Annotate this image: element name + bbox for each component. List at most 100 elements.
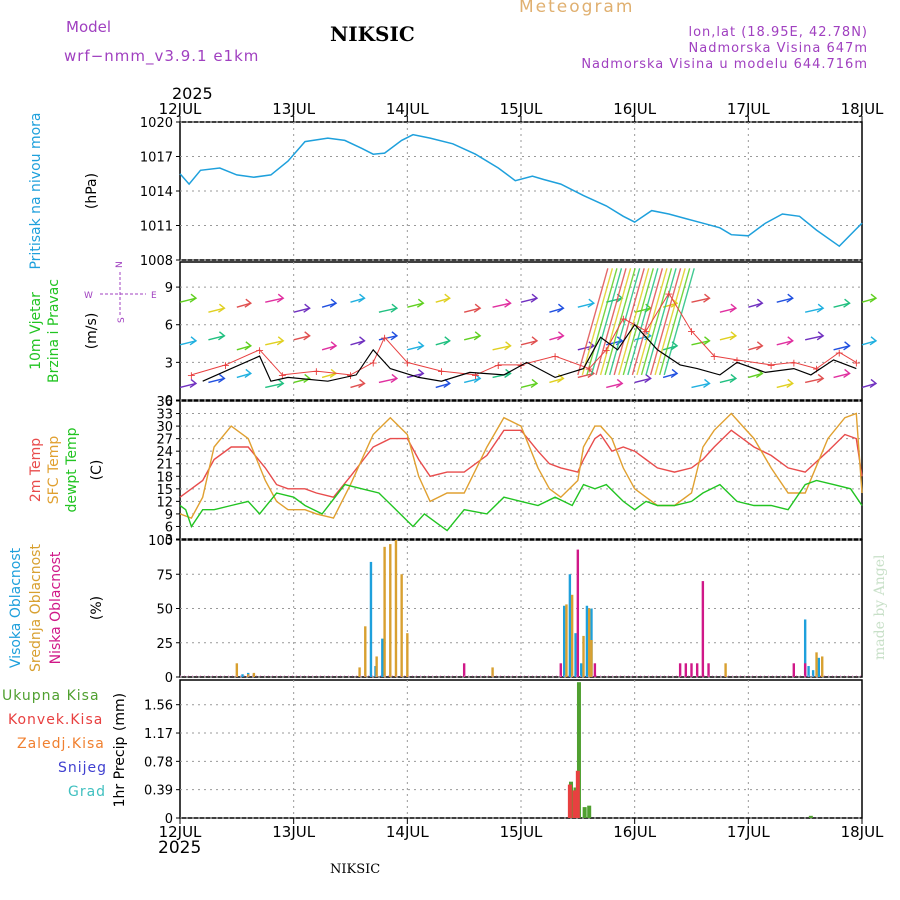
precip-unit: (mm): [112, 693, 128, 731]
wind-unit: (m/s): [84, 313, 100, 350]
temperature-ylabel-1: SFC Temp: [46, 436, 62, 505]
wind-arrow: [691, 382, 710, 389]
wind-arrowhead: [390, 303, 399, 313]
cloud-unit: (%): [89, 596, 105, 620]
wind-arrowhead: [189, 336, 198, 346]
wind-arrow: [208, 335, 225, 341]
wind-arrow: [236, 372, 252, 379]
precip-bar: [567, 784, 572, 818]
wind-arrow: [748, 345, 763, 351]
wind-ylabel-line2: Brzina i Pravac: [46, 279, 62, 383]
wind-gust-line: [191, 292, 857, 376]
wind-arrowhead: [443, 336, 451, 346]
wind-arrowhead: [816, 331, 825, 341]
cloud-ytick-label: 50: [156, 603, 173, 618]
precip-bar: [587, 805, 592, 818]
cloud-bar: [695, 663, 699, 677]
wind-gust-marker: +: [278, 369, 287, 382]
temperature-ytick-label: 30: [156, 420, 173, 435]
wind-gust-marker: +: [732, 354, 741, 367]
wind-arrow: [805, 377, 824, 384]
cloud-bar: [491, 667, 494, 677]
wind-arrow: [321, 302, 337, 308]
wind-gust-marker: +: [852, 356, 861, 369]
cloud-bar: [821, 656, 824, 677]
wind-arrowhead: [504, 298, 512, 308]
cloud-bar: [585, 605, 589, 677]
wind-arrow: [549, 335, 564, 341]
wind-gust-marker: +: [664, 287, 673, 300]
wind-arrowhead: [504, 341, 512, 351]
date-label-top: 13JUL: [272, 100, 315, 118]
wind-arrowhead: [843, 341, 851, 351]
cloud-bar: [582, 635, 585, 677]
temperature-ytick-label: 24: [156, 445, 173, 460]
model-name: wrf−nmm_v3.9.1 e1km: [64, 47, 260, 65]
wind-hatch: [645, 268, 677, 376]
wind-arrow: [463, 377, 481, 384]
wind-speed-line: [202, 323, 857, 382]
precip-bar: [572, 790, 577, 818]
wind-gust-marker: +: [550, 350, 559, 363]
temperature-ytick-label: 36: [156, 395, 173, 410]
cloud-bar: [576, 549, 580, 677]
wind-arrow: [662, 345, 678, 351]
precip-bar: [808, 815, 813, 818]
cloud-bar: [562, 605, 566, 677]
wind-arrow: [236, 302, 252, 308]
wind-arrow: [350, 340, 365, 346]
compass-south: S: [117, 317, 127, 323]
cloud-bar: [803, 619, 807, 677]
wind-compass: W E N S: [84, 261, 157, 323]
wind-arrow: [350, 297, 365, 303]
wind-gust-marker: +: [346, 369, 355, 382]
temperature-ylabel-0: 2m Temp: [28, 438, 44, 502]
temperature-ytick-label: 12: [156, 495, 173, 510]
wind-arrowhead: [869, 378, 878, 389]
cloud-ytick-label: 0: [165, 671, 173, 686]
wind-arrow: [719, 307, 737, 313]
precip-bar: [582, 807, 587, 818]
pressure-ytick-label: 1008: [140, 254, 173, 269]
date-label-bottom: 16JUL: [613, 823, 656, 841]
cloud-bar: [235, 663, 239, 677]
wind-arrowhead: [755, 298, 764, 308]
wind-hatch: [595, 268, 627, 376]
wind-arrowhead: [869, 336, 878, 346]
wind-arrow: [463, 307, 481, 313]
wind-arrowhead: [416, 298, 425, 308]
wind-gust-marker: +: [437, 365, 446, 378]
compass-east: E: [151, 291, 157, 301]
pressure-line: [179, 133, 863, 248]
wind-arrow: [265, 340, 284, 346]
wind-arrowhead: [786, 293, 794, 303]
wind-arrowhead: [703, 293, 711, 303]
temperature-ytick-label: 21: [156, 458, 173, 473]
cloud-bar: [375, 656, 378, 677]
wind-arrowhead: [816, 303, 825, 313]
wind-arrowhead: [276, 293, 285, 303]
model-elevation: Nadmorska Visina u modelu 644.716m: [581, 57, 868, 72]
temperature-ytick-label: 18: [156, 470, 173, 485]
cloud-bar: [593, 663, 597, 677]
precip-legend-0: Ukupna Kisa: [2, 688, 100, 704]
precip-legend-2: Zaledj.Kisa: [17, 736, 105, 752]
wind-arrow: [407, 302, 424, 308]
wind-arrow: [179, 297, 197, 303]
wind-arrow: [407, 372, 424, 379]
pressure-ylabel: Pritisak na nivou mora: [28, 112, 44, 269]
temperature-unit: (C): [89, 460, 105, 481]
station-elevation: Nadmorska Visina 647m: [688, 41, 868, 56]
wind-arrowhead: [755, 341, 764, 351]
temperature-ytick-label: 6: [165, 520, 173, 535]
cloud-bar: [701, 581, 705, 677]
year-label-bottom: 2025: [158, 838, 202, 858]
wind-arrowhead: [670, 298, 679, 308]
wind-arrow: [549, 307, 564, 313]
wind-arrowhead: [729, 331, 738, 341]
cloud-bar: [590, 640, 593, 677]
wind-arrow: [378, 335, 398, 341]
meteogram-title: Meteogram: [519, 0, 635, 17]
cloud-bar: [406, 633, 409, 677]
